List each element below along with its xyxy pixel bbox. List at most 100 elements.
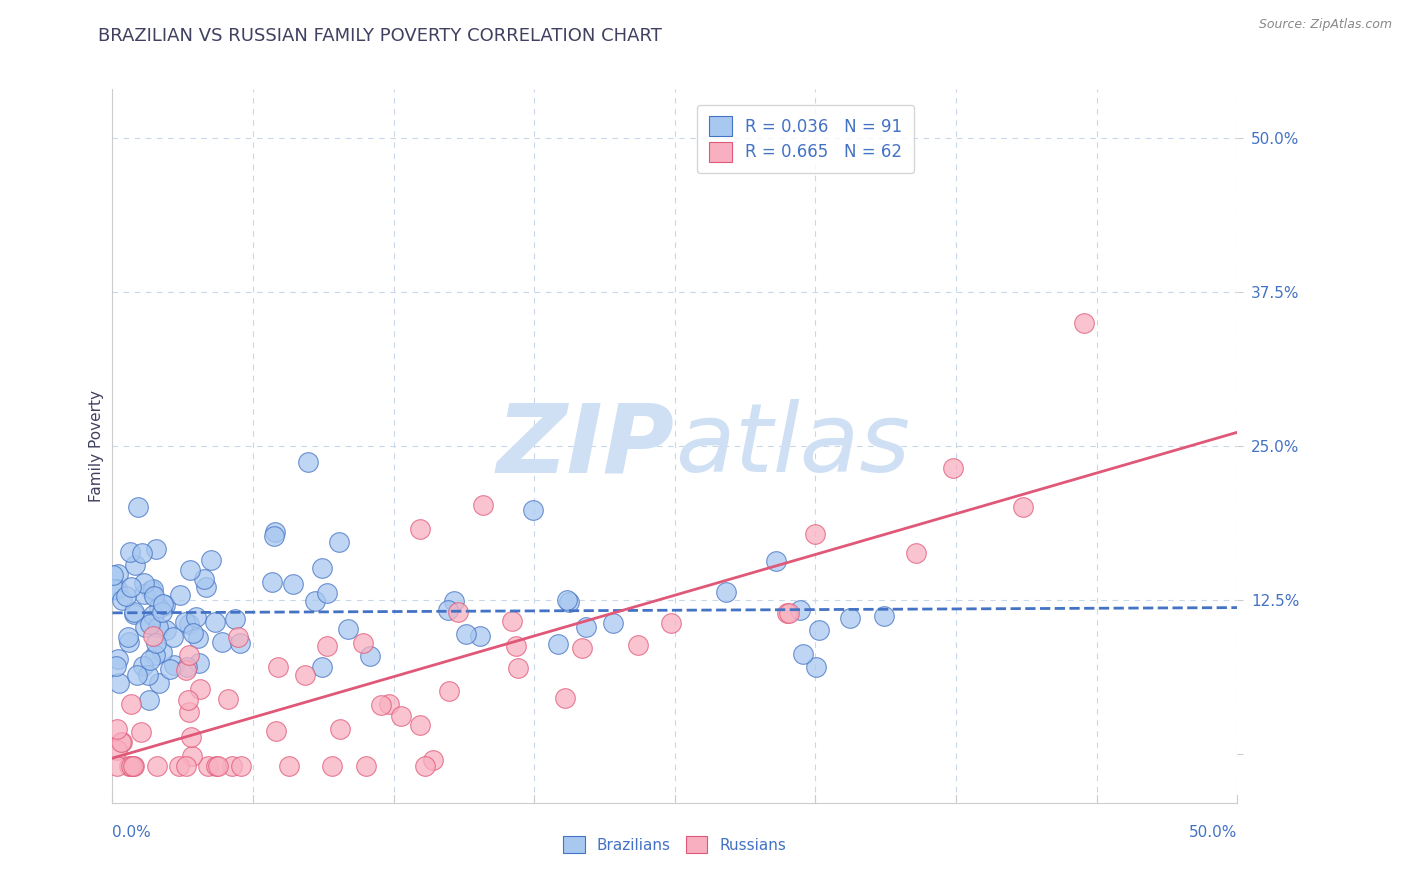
- Point: [789, 603, 811, 617]
- Point: [177, 692, 200, 706]
- Point: [118, 759, 141, 773]
- Point: [146, 620, 169, 634]
- Point: [311, 560, 333, 574]
- Point: [122, 607, 145, 621]
- Point: [311, 660, 333, 674]
- Point: [262, 574, 284, 589]
- Point: [146, 759, 169, 773]
- Point: [174, 759, 197, 773]
- Point: [659, 615, 682, 630]
- Point: [370, 698, 392, 713]
- Point: [132, 659, 155, 673]
- Point: [131, 546, 153, 560]
- Point: [152, 598, 174, 612]
- Point: [352, 636, 374, 650]
- Point: [231, 759, 253, 773]
- Point: [121, 759, 143, 773]
- Point: [129, 725, 152, 739]
- Point: [217, 691, 239, 706]
- Point: [188, 656, 211, 670]
- Point: [207, 759, 229, 773]
- Point: [138, 693, 160, 707]
- Point: [174, 663, 197, 677]
- Point: [409, 522, 432, 536]
- Point: [508, 661, 530, 675]
- Point: [111, 592, 134, 607]
- Point: [188, 682, 211, 697]
- Point: [224, 612, 246, 626]
- Point: [267, 660, 290, 674]
- Point: [139, 653, 162, 667]
- Point: [468, 629, 491, 643]
- Point: [152, 645, 174, 659]
- Point: [437, 603, 460, 617]
- Point: [134, 620, 156, 634]
- Point: [315, 586, 337, 600]
- Point: [443, 594, 465, 608]
- Point: [105, 658, 128, 673]
- Point: [179, 617, 201, 632]
- Point: [505, 639, 527, 653]
- Point: [155, 623, 177, 637]
- Point: [354, 759, 377, 773]
- Point: [575, 619, 598, 633]
- Point: [124, 605, 146, 619]
- Point: [905, 546, 928, 560]
- Point: [143, 648, 166, 663]
- Point: [547, 637, 569, 651]
- Point: [838, 611, 860, 625]
- Point: [115, 589, 138, 603]
- Point: [808, 623, 831, 637]
- Point: [105, 723, 128, 737]
- Point: [145, 636, 167, 650]
- Point: [778, 606, 800, 620]
- Point: [107, 567, 129, 582]
- Point: [571, 640, 593, 655]
- Point: [389, 708, 412, 723]
- Text: BRAZILIAN VS RUSSIAN FAMILY POVERTY CORRELATION CHART: BRAZILIAN VS RUSSIAN FAMILY POVERTY CORR…: [98, 27, 662, 45]
- Point: [447, 605, 470, 619]
- Point: [204, 615, 226, 629]
- Point: [167, 759, 190, 773]
- Point: [173, 615, 195, 630]
- Text: 50.0%: 50.0%: [1189, 825, 1237, 840]
- Point: [211, 635, 233, 649]
- Point: [132, 587, 155, 601]
- Point: [205, 759, 228, 773]
- Point: [195, 580, 218, 594]
- Point: [148, 676, 170, 690]
- Point: [554, 691, 576, 706]
- Point: [127, 668, 149, 682]
- Point: [152, 605, 174, 619]
- Point: [765, 554, 787, 568]
- Text: atlas: atlas: [675, 400, 910, 492]
- Point: [180, 730, 202, 744]
- Point: [221, 759, 243, 773]
- Y-axis label: Family Poverty: Family Poverty: [89, 390, 104, 502]
- Point: [117, 630, 139, 644]
- Text: Source: ZipAtlas.com: Source: ZipAtlas.com: [1258, 18, 1392, 31]
- Point: [316, 640, 339, 654]
- Point: [804, 527, 827, 541]
- Text: 0.0%: 0.0%: [112, 825, 152, 840]
- Point: [776, 606, 799, 620]
- Point: [264, 723, 287, 738]
- Point: [148, 600, 170, 615]
- Point: [297, 455, 319, 469]
- Point: [153, 598, 176, 612]
- Point: [627, 638, 650, 652]
- Point: [804, 660, 827, 674]
- Point: [228, 630, 250, 644]
- Point: [872, 609, 894, 624]
- Point: [124, 558, 146, 572]
- Point: [141, 583, 163, 598]
- Legend: Brazilians, Russians: Brazilians, Russians: [557, 830, 793, 859]
- Point: [263, 525, 285, 540]
- Point: [472, 498, 495, 512]
- Point: [120, 697, 142, 711]
- Point: [120, 545, 142, 559]
- Point: [169, 588, 191, 602]
- Point: [142, 607, 165, 622]
- Point: [142, 629, 165, 643]
- Point: [555, 593, 578, 607]
